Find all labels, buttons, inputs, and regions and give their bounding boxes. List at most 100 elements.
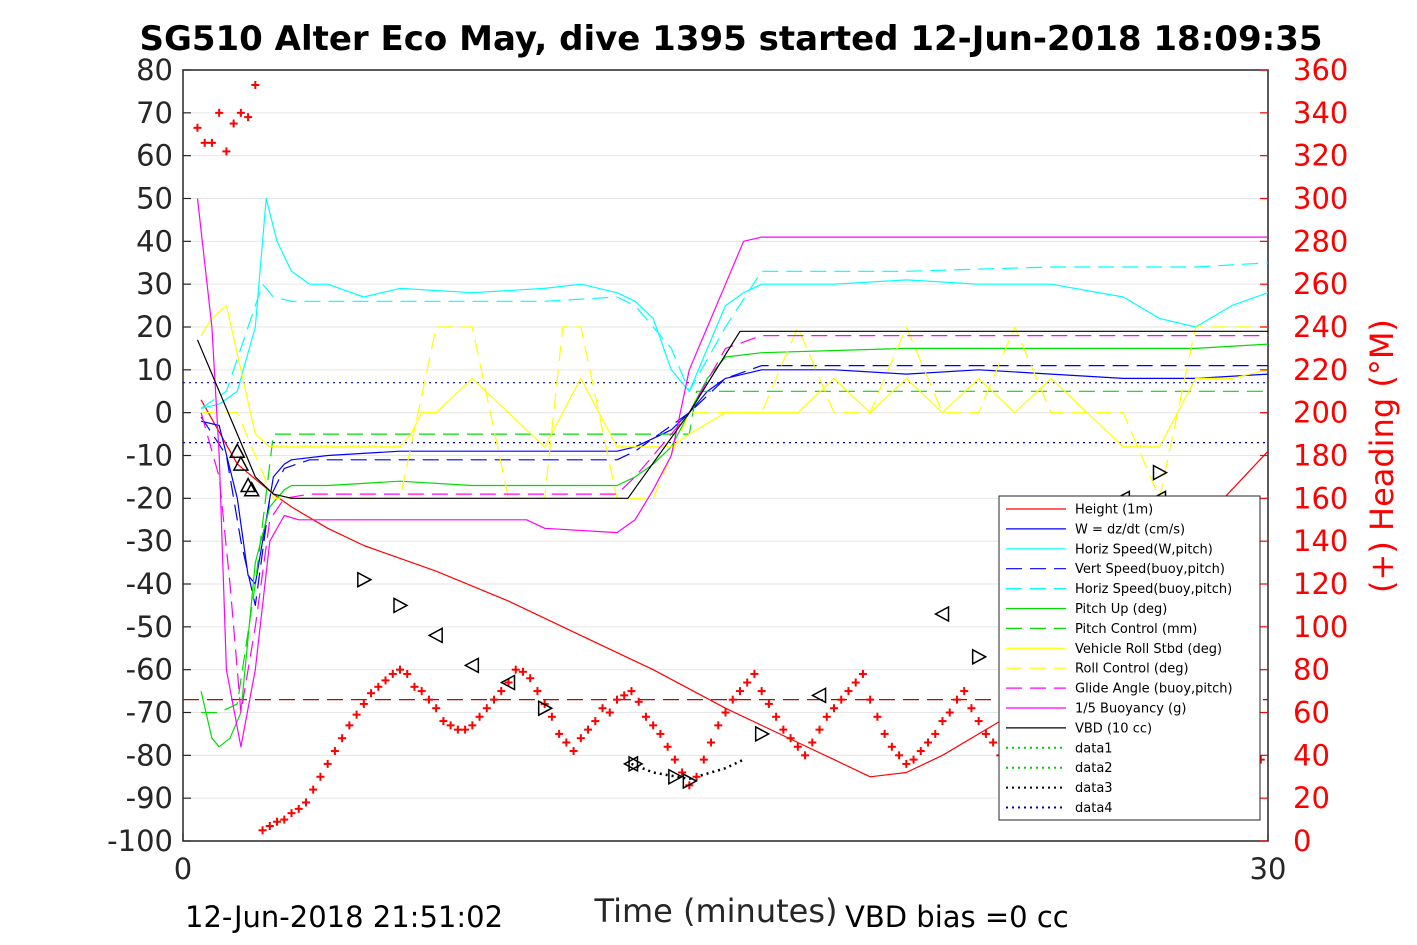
legend-label: Horiz Speed(buoy,pitch): [1075, 582, 1232, 597]
dive-marker: [393, 597, 409, 614]
heading-point: [482, 704, 491, 713]
heading-point: [989, 738, 998, 747]
y-tick-label-right: 280: [1293, 224, 1348, 258]
legend-item: Horiz Speed(W,pitch): [1006, 542, 1213, 557]
heading-point: [938, 717, 947, 726]
heading-point: [374, 682, 383, 691]
dive-marker: [971, 648, 988, 666]
legend-item: Height (1m): [1006, 503, 1153, 518]
heading-point: [620, 691, 629, 700]
heading-point: [468, 721, 477, 730]
y-tick-label-right: 160: [1293, 481, 1348, 515]
heading-point: [417, 687, 426, 696]
y-ticks-left: 80 70 60 50 40 30 20 10 0 -10 -20 -30 -40 -50 -60 -70 -8…: [107, 53, 191, 858]
heading-point: [533, 687, 542, 696]
heading-point: [309, 785, 318, 794]
legend-item: Roll Control (deg): [1006, 662, 1189, 677]
y-tick-label-right: 320: [1293, 139, 1348, 173]
y-tick-label-right: 140: [1293, 524, 1348, 558]
dive-marker: [463, 657, 480, 674]
dive-marker: [933, 605, 950, 623]
heading-point: [793, 742, 802, 751]
legend-label: W = dz/dt (cm/s): [1075, 522, 1185, 537]
dive-marker: [754, 725, 771, 743]
y-tick-label-left: 40: [136, 224, 173, 258]
heading-point: [497, 687, 506, 696]
legend-label: 1/5 Buoyancy (g): [1075, 702, 1186, 717]
y-tick-label-left: -70: [126, 696, 173, 730]
heading-point: [634, 697, 643, 706]
legend-item: Glide Angle (buoy,pitch): [1006, 682, 1233, 697]
heading-point: [569, 747, 578, 756]
legend-label: Pitch Up (deg): [1075, 602, 1167, 617]
heading-point: [974, 717, 983, 726]
heading-point: [960, 687, 969, 696]
heading-point: [844, 687, 853, 696]
dive-marker: [499, 674, 516, 691]
legend-item: Pitch Control (mm): [1006, 622, 1197, 637]
y-tick-label-right: 40: [1293, 738, 1330, 772]
y-tick-label-right: 120: [1293, 567, 1348, 601]
heading-point: [735, 687, 744, 696]
dive-marker: [537, 699, 554, 717]
heading-point: [902, 759, 911, 768]
heading-point: [801, 751, 810, 760]
heading-point: [649, 721, 658, 730]
heading-point: [750, 669, 759, 678]
y-tick-label-left: 0: [155, 396, 173, 430]
heading-point: [338, 734, 347, 743]
legend-item: VBD (10 cc): [1006, 721, 1152, 736]
heading-point: [656, 729, 665, 738]
heading-point: [952, 695, 961, 704]
heading-point: [830, 704, 838, 713]
dive-marker: [228, 442, 246, 458]
legend-label: Height (1m): [1075, 503, 1153, 518]
heading-point: [200, 138, 209, 147]
heading-point: [627, 687, 636, 696]
y-tick-label-right: 0: [1293, 824, 1311, 858]
legend-label: Pitch Control (mm): [1075, 622, 1197, 637]
heading-point: [381, 676, 390, 685]
heading-point: [193, 123, 202, 132]
y-tick-label-left: 50: [136, 182, 173, 216]
heading-point: [721, 708, 730, 717]
y-tick-label-right: 180: [1293, 439, 1348, 473]
y-tick-label-left: 20: [136, 310, 173, 344]
legend-item: data4: [1006, 801, 1113, 816]
dive-marker: [622, 755, 639, 773]
y-tick-label-left: -10: [126, 439, 173, 473]
dive-marker: [668, 768, 684, 786]
y-tick-label-left: -90: [126, 781, 173, 815]
heading-point: [873, 712, 882, 721]
heading-point: [403, 669, 412, 678]
y-tick-label-left: -20: [126, 481, 173, 515]
y-tick-label-right: 60: [1293, 696, 1330, 730]
heading-point: [265, 822, 274, 831]
series-line: [200, 305, 1269, 448]
heading-point: [352, 710, 361, 719]
legend-label: data4: [1075, 801, 1113, 816]
legend-item: Pitch Up (deg): [1006, 602, 1167, 617]
heading-point: [207, 138, 216, 147]
legend-label: data2: [1075, 761, 1113, 776]
heading-point: [584, 725, 593, 734]
legend-item: data3: [1006, 781, 1113, 796]
series-line: [196, 330, 1268, 499]
heading-point: [490, 695, 499, 704]
heading-point: [316, 772, 325, 781]
heading-point: [330, 747, 339, 756]
y-tick-label-left: 30: [136, 267, 173, 301]
y-tick-label-right: 100: [1293, 610, 1348, 644]
heading-point: [410, 682, 419, 691]
heading-point: [678, 768, 687, 777]
y-tick-label-left: -80: [126, 738, 173, 772]
y-tick-label-right: 240: [1293, 310, 1348, 344]
heading-point: [222, 147, 231, 156]
legend-item: W = dz/dt (cm/s): [1006, 522, 1185, 537]
y-tick-label-right: 260: [1293, 267, 1348, 301]
legend-label: Vehicle Roll Stbd (deg): [1075, 642, 1222, 657]
heading-point: [909, 755, 918, 764]
heading-point: [605, 708, 614, 717]
y-tick-label-left: 10: [136, 353, 173, 387]
heading-point: [924, 738, 933, 747]
